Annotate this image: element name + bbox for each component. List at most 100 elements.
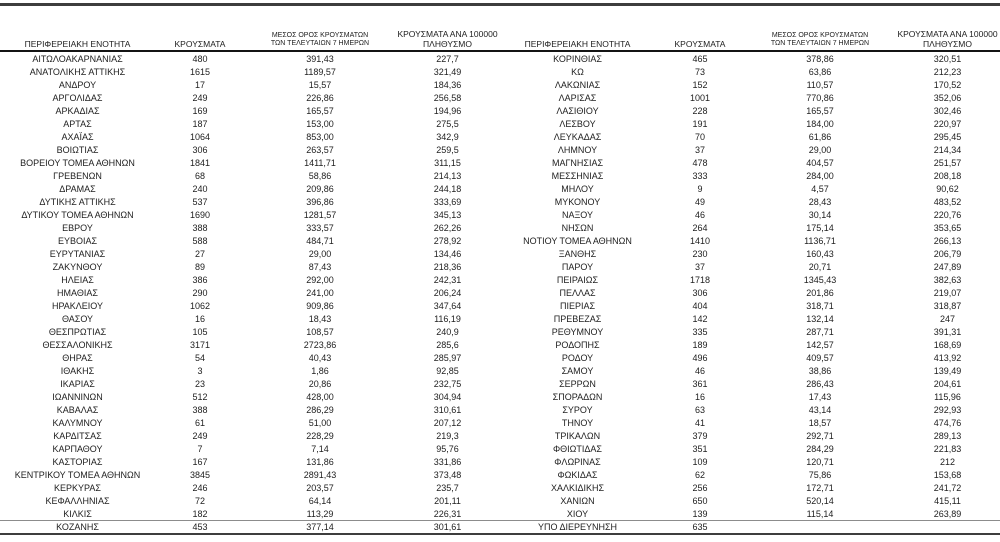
table-row: ΖΑΚΥΝΘΟΥ 89 87,43 218,36 ΠΑΡΟΥ 37 20,71 247,89	[0, 260, 1000, 273]
per100k-cell-left: 321,49	[433, 66, 462, 77]
table-row: ΑΝΑΤΟΛΙΚΗΣ ΑΤΤΙΚΗΣ 1615 1189,57 321,49 ΚΩ 73 6…	[0, 65, 1000, 78]
avg7-cell-right: 287,71	[806, 326, 834, 337]
header-avg7-right: ΜΕΣΟΣ ΟΡΟΣ ΚΡΟΥΣΜΑΤΩΝ ΤΩΝ ΤΕΛΕΥΤΑΙΩΝ 7 Η…	[745, 32, 895, 50]
avg7-cell-right: 115,14	[806, 508, 834, 519]
avg7-cell-left: 209,86	[306, 183, 334, 194]
cases-cell-left: 89	[194, 261, 205, 272]
cases-cell-right: 1718	[689, 274, 711, 285]
per100k-cell-left: 304,94	[433, 391, 462, 402]
header-per100k-left-line2: ΠΛΗΘΥΣΜΟ	[423, 38, 472, 49]
cases-cell-left: 3171	[189, 339, 211, 350]
cases-cell-left: 512	[192, 391, 208, 402]
avg7-cell-right: 4,57	[811, 183, 829, 194]
header-cases-right: ΚΡΟΥΣΜΑΤΑ	[674, 38, 726, 49]
cases-cell-right: 496	[692, 352, 708, 363]
cases-cell-left: 290	[192, 287, 208, 298]
avg7-cell-right: 201,86	[806, 287, 834, 298]
header-per100k-left: ΚΡΟΥΣΜΑΤΑ ΑΝΑ 100000 ΠΛΗΘΥΣΜΟ	[395, 29, 500, 49]
header-avg7-right-line2: ΤΩΝ ΤΕΛΕΥΤΑΙΩΝ 7 ΗΜΕΡΩΝ	[770, 40, 870, 48]
per100k-cell-right: 415,11	[934, 495, 961, 506]
cases-cell-right: 264	[692, 222, 708, 233]
avg7-cell-right: 110,57	[806, 79, 834, 90]
region-cell-left: ΚΙΛΚΙΣ	[63, 508, 92, 519]
region-cell-right: ΥΠΟ ΔΙΕΡΕΥΝΗΣΗ	[537, 522, 618, 532]
header-avg7-left-line2: ΤΩΝ ΤΕΛΕΥΤΑΙΩΝ 7 ΗΜΕΡΩΝ	[270, 40, 370, 48]
per100k-cell-left: 259,5	[436, 144, 459, 155]
per100k-cell-left: 342,9	[436, 131, 459, 142]
avg7-cell-left: 391,43	[306, 53, 334, 64]
per100k-cell-left: 285,6	[436, 339, 459, 350]
avg7-cell-left: 1411,71	[304, 157, 336, 168]
region-cell-left: ΗΡΑΚΛΕΙΟΥ	[51, 300, 104, 311]
avg7-cell-right: 165,57	[806, 105, 834, 116]
region-cell-right: ΜΕΣΣΗΝΙΑΣ	[551, 170, 604, 181]
per100k-cell-left: 285,97	[433, 352, 462, 363]
per100k-cell-right: 263,89	[933, 508, 962, 519]
region-cell-left: ΙΚΑΡΙΑΣ	[60, 378, 95, 389]
cases-cell-left: 1841	[189, 157, 211, 168]
cases-cell-right: 333	[692, 170, 708, 181]
cases-cell-left: 386	[192, 274, 208, 285]
avg7-cell-right: 284,29	[806, 443, 834, 454]
table-row: ΙΩΑΝΝΙΝΩΝ 512 428,00 304,94 ΣΠΟΡΑΔΩΝ 16 17,43 1…	[0, 390, 1000, 403]
region-cell-left: ΓΡΕΒΕΝΩΝ	[53, 170, 102, 181]
region-cell-left: ΚΕΝΤΡΙΚΟΥ ΤΟΜΕΑ ΑΘΗΝΩΝ	[14, 469, 141, 480]
table-row: ΑΡΚΑΔΙΑΣ 169 165,57 194,96 ΛΑΣΙΘΙΟΥ 228 165,57…	[0, 104, 1000, 117]
region-cell-right: ΛΕΣΒΟΥ	[559, 118, 596, 129]
avg7-cell-left: 15,57	[308, 79, 332, 90]
table-row: ΔΥΤΙΚΗΣ ΑΤΤΙΚΗΣ 537 396,86 333,69 ΜΥΚΟΝΟΥ 49 2…	[0, 195, 1000, 208]
per100k-cell-right: 212,23	[933, 66, 962, 77]
avg7-cell-left: 108,57	[306, 326, 334, 337]
cases-cell-right: 191	[692, 118, 708, 129]
avg7-cell-left: 228,29	[306, 430, 334, 441]
avg7-cell-left: 853,00	[306, 131, 334, 142]
region-cell-right: ΜΑΓΝΗΣΙΑΣ	[551, 157, 604, 168]
avg7-cell-right: 409,57	[806, 352, 834, 363]
region-cell-right: ΛΗΜΝΟΥ	[557, 144, 598, 155]
per100k-cell-right: 170,52	[933, 79, 962, 90]
region-cell-left: ΗΜΑΘΙΑΣ	[57, 287, 98, 298]
per100k-cell-left: 242,31	[433, 274, 462, 285]
table-row: ΑΙΤΩΛΟΑΚΑΡΝΑΝΙΑΣ 480 391,43 227,7 ΚΟΡΙΝΘΙΑΣ 4…	[0, 52, 1000, 65]
per100k-cell-right: 483,52	[933, 196, 962, 207]
cases-cell-left: 1690	[189, 209, 211, 220]
avg7-cell-left: 1189,57	[304, 66, 336, 77]
avg7-cell-left: 51,00	[308, 417, 332, 428]
avg7-cell-right: 63,86	[808, 66, 832, 77]
table-row: ΗΛΕΙΑΣ 386 292,00 242,31 ΠΕΙΡΑΙΩΣ 1718 1345,43…	[0, 273, 1000, 286]
cases-cell-left: 17	[194, 79, 205, 90]
cases-cell-right: 230	[692, 248, 708, 259]
region-cell-right: ΦΛΩΡΙΝΑΣ	[554, 456, 601, 467]
per100k-cell-right: 90,62	[936, 183, 959, 194]
avg7-cell-right: 1345,43	[803, 274, 837, 285]
cases-cell-right: 1001	[689, 92, 711, 103]
per100k-cell-left: 345,13	[433, 209, 462, 220]
table-row: ΚΑΡΠΑΘΟΥ 7 7,14 95,76 ΦΘΙΩΤΙΔΑΣ 351 284,29 221,…	[0, 442, 1000, 455]
per100k-cell-left: 227,7	[436, 53, 459, 64]
per100k-cell-left: 218,36	[433, 261, 462, 272]
region-cell-left: ΔΥΤΙΚΟΥ ΤΟΜΕΑ ΑΘΗΝΩΝ	[21, 209, 134, 220]
avg7-cell-right: 286,43	[806, 378, 834, 389]
avg7-cell-right: 29,00	[808, 144, 832, 155]
cases-cell-right: 465	[692, 53, 708, 64]
table-row: ΚΕΡΚΥΡΑΣ 246 203,57 235,7 ΧΑΛΚΙΔΙΚΗΣ 256 172,7…	[0, 481, 1000, 494]
header-region-left: ΠΕΡΙΦΕΡΕΙΑΚΗ ΕΝΟΤΗΤΑ	[24, 38, 131, 49]
region-cell-left: ΚΑΡΔΙΤΣΑΣ	[53, 430, 102, 441]
region-cell-left: ΚΕΦΑΛΛΗΝΙΑΣ	[45, 495, 110, 506]
per100k-cell-right: 204,61	[933, 378, 962, 389]
region-cell-left: ΕΒΡΟΥ	[62, 222, 93, 233]
cases-cell-left: 588	[192, 235, 208, 246]
cases-cell-left: 240	[192, 183, 208, 194]
region-cell-left: ΑΧΑΪΑΣ	[61, 131, 94, 142]
per100k-cell-left: 235,7	[436, 482, 459, 493]
cases-cell-left: 306	[192, 144, 208, 155]
per100k-cell-left: 310,61	[433, 404, 462, 415]
header-per100k-left-line1: ΚΡΟΥΣΜΑΤΑ ΑΝΑ 100000	[397, 28, 498, 39]
cases-cell-right: 16	[694, 391, 705, 402]
cases-cell-left: 453	[192, 522, 208, 532]
per100k-cell-left: 207,12	[433, 417, 462, 428]
header-per100k-right-line1: ΚΡΟΥΣΜΑΤΑ ΑΝΑ 100000	[897, 28, 998, 39]
per100k-cell-right: 214,34	[933, 144, 962, 155]
cases-cell-left: 105	[192, 326, 208, 337]
region-cell-left: ΑΝΔΡΟΥ	[58, 79, 97, 90]
